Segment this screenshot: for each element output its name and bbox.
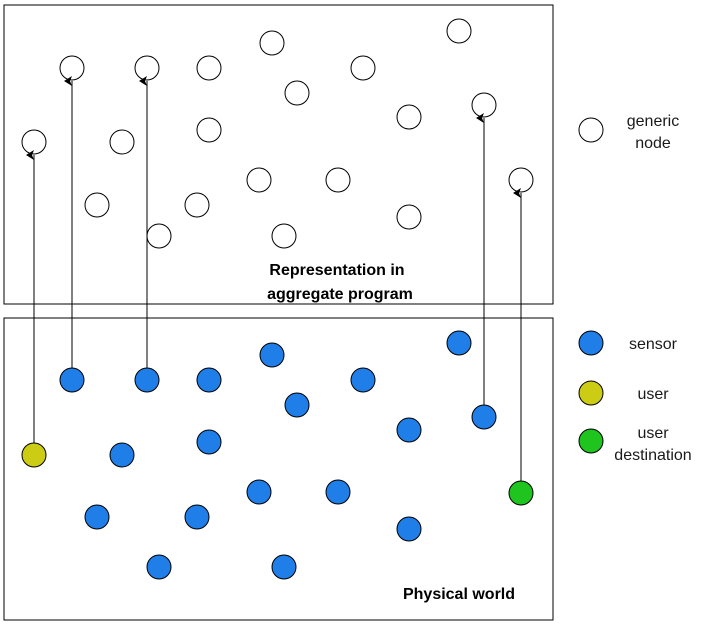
sensor-node bbox=[196, 367, 222, 393]
generic-node bbox=[446, 18, 472, 44]
generic-node bbox=[259, 30, 285, 56]
generic-node bbox=[396, 204, 422, 230]
generic-node bbox=[396, 104, 422, 130]
legend-generic-label-line1: generic bbox=[627, 113, 679, 130]
generic-node bbox=[21, 129, 47, 155]
sensor-node bbox=[325, 479, 351, 505]
sensor-node bbox=[471, 404, 497, 430]
sensor-node bbox=[196, 429, 222, 455]
user-node bbox=[21, 442, 47, 468]
generic-node bbox=[271, 223, 297, 249]
generic-node bbox=[284, 80, 310, 106]
generic-node bbox=[196, 117, 222, 143]
generic-node bbox=[146, 223, 172, 249]
generic-node bbox=[508, 167, 534, 193]
sensor-node bbox=[146, 554, 172, 580]
generic-node bbox=[246, 167, 272, 193]
sensor-node bbox=[271, 554, 297, 580]
sensor-node bbox=[350, 367, 376, 393]
legend-generic-label-line2: node bbox=[635, 135, 671, 152]
sensor-nodes bbox=[59, 330, 497, 580]
sensor-node bbox=[246, 479, 272, 505]
legend-generic-node-icon bbox=[578, 117, 604, 143]
sensor-node bbox=[446, 330, 472, 356]
legend-user-icon bbox=[578, 380, 604, 406]
representation-box bbox=[3, 4, 554, 305]
user-destination-node bbox=[508, 480, 534, 506]
generic-node bbox=[134, 55, 160, 81]
legend-destination-icon bbox=[578, 428, 604, 454]
sensor-node bbox=[396, 417, 422, 443]
generic-node bbox=[184, 192, 210, 218]
generic-node bbox=[350, 55, 376, 81]
generic-node bbox=[109, 129, 135, 155]
generic-node bbox=[59, 55, 85, 81]
sensor-node bbox=[396, 516, 422, 542]
legend-destination-label-line1: user bbox=[637, 425, 669, 442]
generic-node bbox=[325, 167, 351, 193]
sensor-node bbox=[284, 392, 310, 418]
sensor-node bbox=[109, 442, 135, 468]
legend-destination-label-line2: destination bbox=[614, 447, 691, 464]
generic-nodes bbox=[21, 18, 534, 249]
sensor-node bbox=[184, 504, 210, 530]
sensor-node bbox=[84, 504, 110, 530]
physical-world-title: Physical world bbox=[403, 586, 515, 603]
representation-title-line1: Representation in bbox=[269, 262, 404, 279]
legend-sensor-icon bbox=[578, 330, 604, 356]
sensor-node bbox=[259, 342, 285, 368]
generic-node bbox=[84, 192, 110, 218]
legend-user-label: user bbox=[637, 386, 669, 403]
generic-node bbox=[196, 55, 222, 81]
generic-node bbox=[471, 92, 497, 118]
representation-title-line2: aggregate program bbox=[267, 286, 413, 303]
sensor-node bbox=[134, 367, 160, 393]
legend: generic node sensor user user destinatio… bbox=[578, 113, 692, 464]
mapping-arrows bbox=[26, 76, 522, 481]
sensor-node bbox=[59, 367, 85, 393]
legend-sensor-label: sensor bbox=[629, 336, 678, 353]
